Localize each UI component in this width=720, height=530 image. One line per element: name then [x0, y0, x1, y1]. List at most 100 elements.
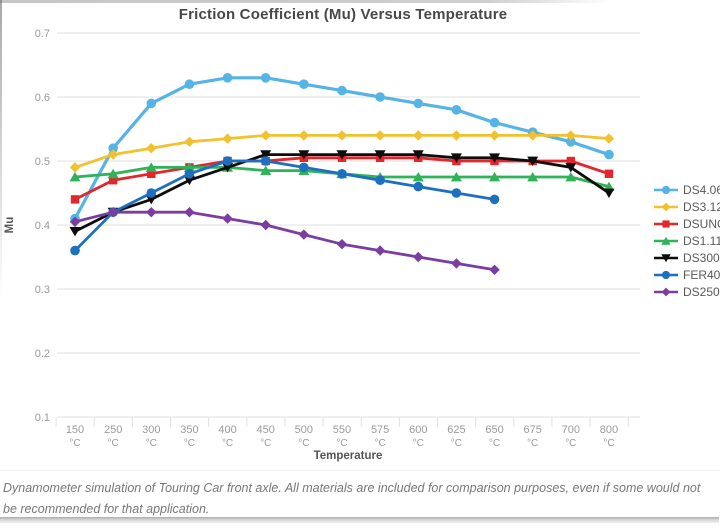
series-marker	[222, 73, 233, 83]
legend-marker-icon	[654, 287, 678, 296]
series-marker	[374, 150, 386, 160]
x-tick-label: 575 °C	[371, 424, 389, 449]
series-marker	[566, 156, 576, 166]
series-marker	[412, 172, 424, 182]
legend-item-DS3000[interactable]: DS3000	[653, 249, 720, 266]
series-marker	[222, 133, 233, 144]
x-tick-label: 400 °C	[218, 424, 236, 449]
series-marker	[336, 150, 348, 160]
series-marker	[450, 172, 462, 182]
x-tick-label: 150 °C	[66, 424, 84, 449]
series-marker	[336, 239, 348, 250]
series-marker	[565, 172, 577, 182]
series-marker	[489, 264, 500, 275]
legend-item-DSUNO[interactable]: DSUNO	[653, 215, 720, 232]
series-marker	[260, 219, 271, 231]
legend-item-DS2500[interactable]: DS2500	[653, 283, 720, 300]
series-marker	[337, 169, 347, 179]
series-marker	[146, 207, 157, 218]
series-marker	[451, 188, 462, 198]
x-axis-title: Temperature	[314, 450, 383, 462]
series-marker	[527, 172, 539, 182]
series-marker	[527, 130, 538, 141]
series-marker	[413, 130, 424, 141]
series-marker	[662, 219, 670, 228]
series-marker	[565, 163, 577, 173]
series-marker	[184, 136, 195, 147]
series-marker	[661, 202, 671, 211]
legend-marker-icon	[654, 219, 678, 228]
series-marker	[107, 207, 119, 218]
series-marker	[299, 79, 309, 89]
window-left-edge	[0, 0, 2, 300]
legend-item-DS1.11[interactable]: DS1.11	[653, 232, 720, 249]
legend-label: DSUNO	[683, 216, 720, 231]
legend-item-DS4.06[interactable]: DS4.06	[653, 181, 720, 198]
y-tick-label: 0.3	[35, 284, 50, 296]
x-tick-label: 650 °C	[485, 424, 503, 449]
series-marker	[489, 117, 500, 128]
y-tick-label: 0.4	[35, 220, 50, 232]
y-tick-label: 0.6	[35, 92, 50, 104]
series-marker	[183, 162, 195, 172]
series-marker	[298, 150, 310, 160]
series-marker	[146, 188, 157, 198]
x-tick-label: 350 °C	[180, 424, 198, 449]
series-marker	[375, 92, 385, 102]
legend-marker-icon	[654, 185, 678, 194]
series-marker	[299, 162, 309, 173]
legend: DS4.06 DS3.12 DSUNO DS1.11 DS3000 FER4003 DS25…	[653, 181, 720, 300]
series-marker	[107, 149, 119, 160]
series-marker	[260, 73, 271, 83]
series-marker	[489, 130, 500, 141]
y-tick-label: 0.5	[35, 156, 50, 168]
x-tick-label: 600 °C	[409, 424, 427, 449]
series-marker	[146, 98, 157, 109]
y-axis-title: Mu	[4, 217, 16, 234]
series-marker	[70, 245, 80, 256]
series-marker	[260, 130, 271, 141]
legend-marker-icon	[654, 236, 678, 245]
series-marker	[69, 172, 81, 182]
legend-marker-icon	[654, 202, 678, 211]
legend-label: DS1.11	[683, 233, 720, 248]
series-line-DS2500	[73, 210, 496, 272]
chart-caption-divider	[0, 470, 720, 471]
series-marker	[260, 156, 271, 166]
series-marker	[145, 195, 157, 205]
series-marker	[412, 150, 424, 160]
legend-item-DS3.12[interactable]: DS3.12	[653, 198, 720, 215]
legend-marker-icon	[654, 253, 678, 262]
series-marker	[603, 133, 615, 144]
x-tick-label: 700 °C	[562, 424, 580, 449]
series-marker	[489, 172, 501, 182]
series-marker	[222, 156, 233, 166]
series-marker	[451, 258, 462, 269]
series-marker	[413, 251, 424, 263]
series-marker	[108, 176, 118, 185]
series-marker	[145, 162, 157, 172]
window-top-edge	[0, 0, 612, 3]
chart-title: Friction Coefficient (Mu) Versus Tempera…	[178, 6, 508, 23]
legend-marker-icon	[654, 270, 678, 279]
series-marker	[260, 165, 272, 175]
series-marker	[374, 130, 386, 141]
series-marker	[661, 185, 671, 194]
series-marker	[604, 149, 614, 160]
legend-label: FER4003	[683, 267, 720, 282]
series-marker	[413, 98, 424, 109]
legend-item-FER4003[interactable]: FER4003	[653, 266, 720, 283]
series-marker	[184, 79, 195, 89]
x-tick-label: 450 °C	[257, 424, 275, 449]
series-marker	[374, 245, 386, 256]
series-marker	[69, 162, 81, 173]
y-tick-label: 0.7	[35, 28, 50, 40]
series-marker	[450, 153, 462, 163]
x-tick-label: 250 °C	[104, 424, 122, 449]
series-line-FER4003	[73, 159, 496, 252]
series-marker	[451, 130, 462, 141]
series-marker	[147, 169, 156, 178]
plot-area: 0.7 0.6 0.5 0.4 0.3 0.2 0.1 150 °C 250 °C 300 °C 350 °…	[4, 28, 640, 462]
series-marker	[661, 236, 671, 245]
